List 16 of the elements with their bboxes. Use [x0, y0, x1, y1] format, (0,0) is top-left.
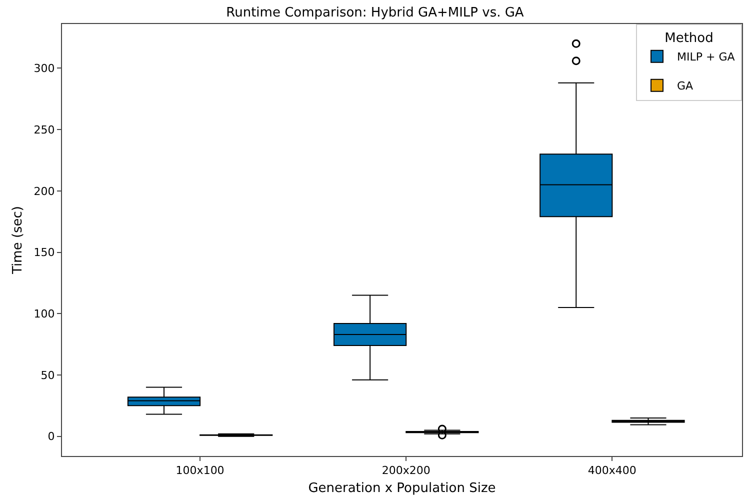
y-tick-label: 150 [34, 246, 55, 260]
y-axis-title: Time (sec) [10, 206, 26, 276]
legend-label: GA [677, 80, 694, 93]
x-axis-title: Generation x Population Size [308, 480, 496, 496]
x-tick-label: 200x200 [382, 464, 430, 478]
y-tick-label: 50 [40, 368, 55, 382]
y-tick-label: 250 [34, 123, 55, 136]
y-tick-label: 200 [34, 184, 55, 198]
x-tick-label: 400x400 [588, 464, 636, 478]
legend-label: MILP + GA [677, 50, 736, 64]
y-tick-label: 100 [34, 307, 55, 320]
legend-title: Method [664, 30, 714, 46]
x-tick-label: 100x100 [176, 464, 224, 478]
y-tick-label: 300 [34, 62, 55, 76]
y-tick-label: 0 [48, 430, 55, 444]
chart-title: Runtime Comparison: Hybrid GA+MILP vs. GA [226, 6, 524, 21]
